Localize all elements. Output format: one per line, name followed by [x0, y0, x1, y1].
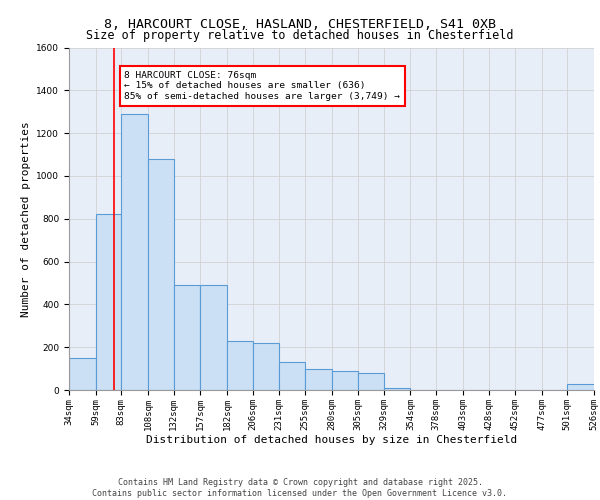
- Bar: [384, 388, 410, 390]
- Bar: [568, 384, 594, 390]
- Bar: [95, 214, 121, 390]
- Text: 8 HARCOURT CLOSE: 76sqm
← 15% of detached houses are smaller (636)
85% of semi-d: 8 HARCOURT CLOSE: 76sqm ← 15% of detache…: [124, 71, 400, 101]
- Bar: [200, 285, 227, 390]
- Y-axis label: Number of detached properties: Number of detached properties: [21, 121, 31, 316]
- Bar: [305, 368, 332, 390]
- Text: Size of property relative to detached houses in Chesterfield: Size of property relative to detached ho…: [86, 29, 514, 42]
- Bar: [253, 343, 279, 390]
- X-axis label: Distribution of detached houses by size in Chesterfield: Distribution of detached houses by size …: [146, 436, 517, 446]
- Bar: [173, 285, 200, 390]
- Bar: [358, 373, 384, 390]
- Bar: [148, 159, 173, 390]
- Bar: [121, 114, 148, 390]
- Text: 8, HARCOURT CLOSE, HASLAND, CHESTERFIELD, S41 0XB: 8, HARCOURT CLOSE, HASLAND, CHESTERFIELD…: [104, 18, 496, 30]
- Bar: [331, 370, 358, 390]
- Bar: [69, 358, 95, 390]
- Bar: [279, 362, 305, 390]
- Bar: [227, 341, 253, 390]
- Text: Contains HM Land Registry data © Crown copyright and database right 2025.
Contai: Contains HM Land Registry data © Crown c…: [92, 478, 508, 498]
